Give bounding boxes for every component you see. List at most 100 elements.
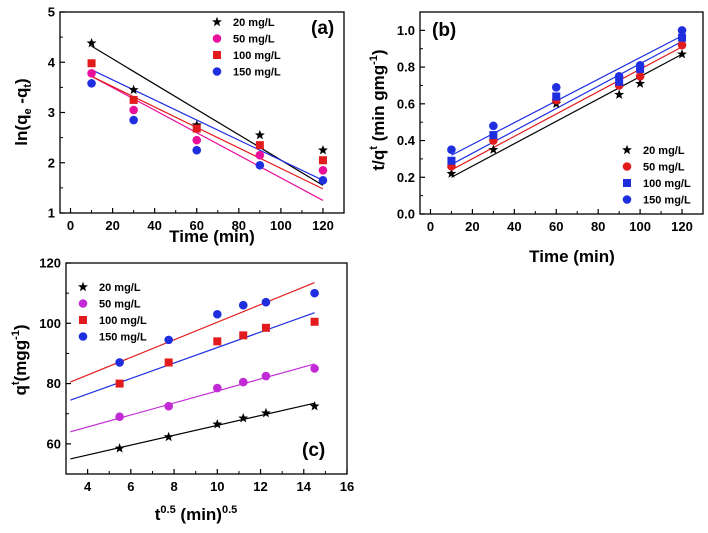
data-point-series-2 [164, 401, 173, 411]
y-axis-label: qt(mgg-1) [10, 324, 30, 395]
data-point-series-4 [261, 297, 271, 307]
legend-label: 100 mg/L [643, 178, 691, 190]
data-point-series-2 [238, 377, 248, 387]
x-tick-label: 20 [465, 219, 479, 234]
y-axis-label-part: t [368, 146, 380, 150]
data-point-series-4 [489, 121, 498, 131]
y-axis-label-part: ) [11, 324, 30, 330]
x-tick-label: 100 [629, 219, 651, 234]
y-axis-label: ln(qe -qt) [12, 78, 34, 145]
y-tick-label: 1 [48, 206, 55, 221]
y-tick-label: 80 [47, 376, 61, 391]
legend-label: 150 mg/L [99, 332, 147, 344]
y-tick-label: 4 [48, 55, 56, 70]
y-axis-label-part: -q [12, 88, 31, 109]
y-tick-label: 0.0 [397, 207, 415, 222]
data-point-series-3 [447, 156, 456, 165]
x-tick-label: 6 [127, 479, 134, 494]
data-point-series-3 [87, 59, 96, 68]
x-axis-label-part: (min) [176, 505, 222, 524]
plot-frame [419, 11, 704, 215]
fit-line-series-2 [70, 363, 315, 433]
data-point-series-1 [254, 129, 265, 140]
y-axis-label-part: ) [369, 49, 388, 55]
data-point-series-4 [318, 176, 328, 185]
legend: 20 mg/L 50 mg/L 100 mg/L 150 mg/L [78, 281, 147, 344]
legend-marker [78, 281, 88, 292]
legend: 20 mg/L 50 mg/L 100 mg/L 150 mg/L [212, 16, 281, 79]
data-point-series-3 [489, 131, 498, 140]
legend: 20 mg/L 50 mg/L 100 mg/L 150 mg/L [622, 144, 691, 207]
fit-line-series-1 [91, 45, 324, 186]
y-tick-label: 0.2 [397, 170, 415, 185]
data-point-series-4 [129, 115, 138, 125]
data-point-series-3 [239, 331, 248, 340]
y-tick-label: 100 [39, 316, 61, 331]
y-tick-label: 60 [47, 436, 61, 451]
x-tick-label: 8 [170, 479, 177, 494]
fit-line-series-1 [70, 402, 315, 460]
legend-marker [212, 67, 222, 76]
panel-label: (a) [311, 18, 334, 39]
data-point-series-1 [212, 419, 223, 429]
data-point-series-3 [310, 317, 319, 326]
fit-line-series-2 [91, 75, 324, 201]
legend-marker [622, 144, 632, 155]
data-point-series-3 [318, 156, 327, 165]
y-tick-label: 2 [48, 155, 55, 170]
data-point-series-4 [164, 335, 173, 345]
x-tick-label: 4 [84, 479, 92, 494]
y-axis-label-part: -1 [10, 330, 22, 340]
fit-line-series-4 [91, 69, 324, 181]
legend-marker [622, 162, 632, 171]
data-point-series-4 [310, 288, 319, 298]
data-point-series-2 [87, 69, 96, 78]
data-point-series-4 [551, 82, 561, 92]
x-tick-label: 20 [105, 218, 119, 233]
legend-marker [212, 16, 222, 27]
data-point-series-4 [635, 60, 645, 70]
x-axis-label-part: 0.5 [222, 504, 237, 516]
x-tick-label: 40 [507, 219, 521, 234]
legend-label: 50 mg/L [233, 34, 275, 46]
data-point-series-2 [255, 150, 265, 160]
data-point-series-4 [192, 145, 202, 155]
y-tick-label: 1.0 [397, 23, 415, 38]
fit-line-series-3 [451, 40, 683, 165]
x-axis-label: t0.5 (min)0.5 [155, 504, 238, 524]
fit-line-series-4 [70, 312, 315, 401]
data-point-series-4 [238, 300, 248, 310]
y-axis-label-part: (min gmg [369, 65, 388, 146]
data-point-series-1 [614, 89, 625, 99]
data-point-series-1 [677, 49, 687, 59]
y-tick-label: 0.4 [397, 133, 416, 148]
data-point-series-3 [261, 323, 270, 332]
data-point-series-3 [164, 358, 173, 367]
x-axis-label: Time (min) [169, 227, 255, 246]
data-point-series-1 [238, 413, 249, 423]
x-tick-label: 120 [312, 218, 334, 233]
panel-label: (c) [302, 440, 325, 461]
x-tick-label: 80 [591, 219, 605, 234]
legend-marker [79, 316, 87, 324]
fit-line-series-4 [451, 35, 683, 156]
data-point-series-2 [115, 412, 124, 422]
data-point-series-4 [255, 160, 265, 170]
data-point-series-2 [129, 105, 138, 115]
plot-frame [65, 262, 348, 475]
data-point-series-2 [261, 371, 271, 381]
data-point-series-3 [129, 95, 138, 104]
data-point-series-1 [163, 431, 174, 442]
y-tick-label: 3 [48, 105, 55, 120]
data-point-series-1 [86, 37, 97, 48]
x-tick-label: 120 [671, 219, 693, 234]
data-point-series-2 [192, 135, 202, 145]
y-axis-label-part: (mgg [11, 340, 30, 382]
x-axis-label: Time (min) [529, 247, 615, 266]
panel-label: (b) [432, 20, 456, 41]
x-tick-label: 40 [147, 218, 161, 233]
data-point-series-1 [635, 78, 646, 88]
y-tick-label: 120 [39, 256, 61, 271]
y-axis-label-part: ln(q [12, 115, 31, 146]
legend-label: 150 mg/L [643, 195, 691, 207]
